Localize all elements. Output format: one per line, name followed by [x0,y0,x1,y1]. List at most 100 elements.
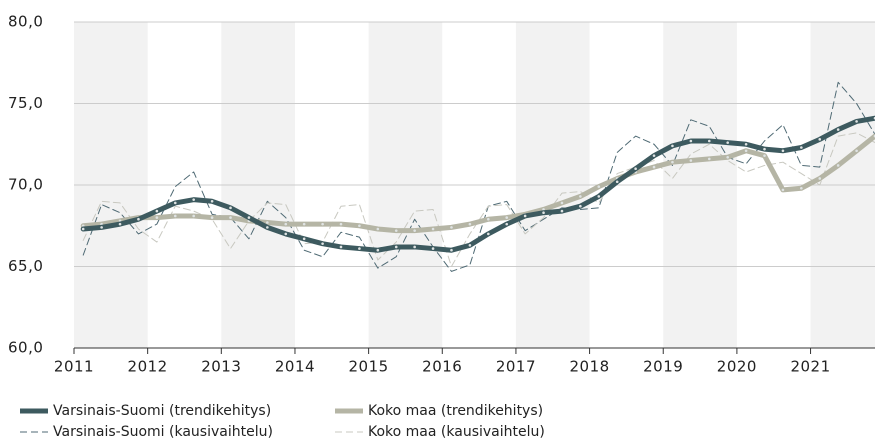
series-line [82,81,875,272]
point [284,222,288,226]
point [707,157,711,161]
x-tick-label: 2012 [128,358,168,376]
point [100,226,103,229]
point [836,128,840,131]
point [818,177,822,180]
point [707,139,711,143]
point [744,149,748,153]
point [487,217,490,221]
point [726,155,729,159]
point [173,201,177,205]
point [597,195,601,198]
x-tick-label: 2019 [643,358,683,376]
legend-label: Koko maa (kausivaihtelu) [368,424,545,440]
point [800,146,803,149]
point [781,188,785,192]
point [210,216,214,219]
x-tick-label: 2014 [275,358,315,376]
point [173,214,177,218]
point [137,217,140,221]
point [855,120,858,123]
point [615,180,619,184]
point [155,209,159,213]
point [358,224,361,228]
point [523,214,527,218]
point [394,229,398,232]
series-line [82,132,875,267]
legend-label: Koko maa (trendikehitys) [368,403,543,419]
series-line [80,115,875,253]
point [818,138,822,141]
point [321,242,324,245]
point [339,245,343,249]
point [468,244,472,247]
point [542,208,545,211]
point [634,167,637,170]
point [302,237,306,241]
y-tick-label: 70,0 [8,176,43,194]
x-tick-label: 2017 [496,358,536,376]
point [726,141,729,144]
point [118,222,122,226]
x-tick-label: 2015 [349,358,389,376]
point [81,224,85,228]
y-tick-label: 65,0 [8,257,43,275]
point [560,209,564,213]
point [542,211,545,215]
point [836,164,840,167]
y-tick-label: 60,0 [8,339,43,357]
point [597,185,601,188]
point [579,195,582,198]
point [229,206,232,210]
point [155,216,159,219]
point [763,154,766,157]
point [671,144,674,148]
point [763,147,766,151]
point [450,248,453,252]
point [376,227,380,231]
point [376,248,380,252]
point [284,232,288,236]
point [744,142,748,146]
point [247,216,251,219]
point [450,226,453,229]
point [266,221,269,224]
point [431,247,435,250]
x-tick-label: 2018 [569,358,609,376]
point [192,214,195,218]
x-tick-label: 2013 [201,358,241,376]
point [689,139,693,143]
point [800,186,803,190]
point [505,216,509,219]
point [855,149,858,153]
point [468,222,472,226]
point [210,200,214,203]
point [302,222,306,226]
point [192,198,195,201]
point [431,227,435,231]
point [781,149,785,153]
y-tick-label: 80,0 [8,13,43,31]
point [505,222,509,226]
point [579,204,582,208]
point [339,222,343,226]
point [560,201,564,205]
x-tick-label: 2021 [790,358,830,376]
point [229,216,232,219]
point [689,159,693,162]
point [358,247,361,250]
point [321,222,324,226]
point [487,232,490,236]
point [81,227,85,231]
x-tick-label: 2020 [717,358,757,376]
point [394,245,398,249]
point [413,229,416,232]
series-line [80,133,875,234]
point [652,165,656,169]
point [671,160,674,164]
x-tick-label: 2016 [422,358,462,376]
x-tick-label: 2011 [54,358,94,376]
point [413,245,416,249]
legend-label: Varsinais-Suomi (trendikehitys) [53,403,271,419]
